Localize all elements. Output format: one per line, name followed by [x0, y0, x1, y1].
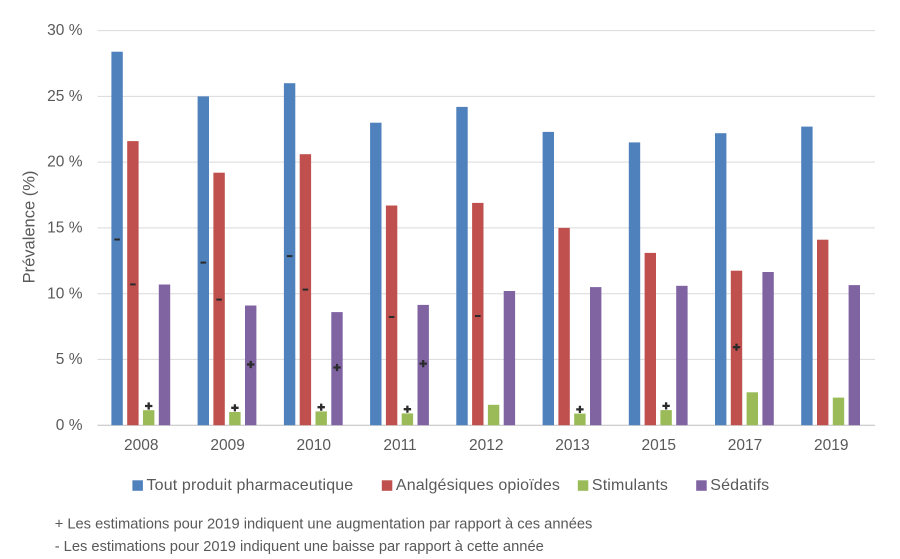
svg-text:2010: 2010: [297, 437, 332, 454]
svg-text:5 %: 5 %: [56, 351, 83, 368]
svg-text:Analgésiques opioïdes: Analgésiques opioïdes: [396, 477, 560, 494]
svg-text:2012: 2012: [469, 437, 503, 454]
svg-text:30 %: 30 %: [47, 22, 83, 39]
svg-text:2015: 2015: [641, 437, 675, 454]
svg-text:Stimulants: Stimulants: [592, 477, 668, 494]
svg-text:2017: 2017: [728, 437, 762, 454]
svg-text:Prévalence (%): Prévalence (%): [21, 171, 39, 284]
svg-text:20 %: 20 %: [47, 154, 83, 171]
svg-text:2013: 2013: [555, 437, 589, 454]
svg-text:Tout produit pharmaceutique: Tout produit pharmaceutique: [147, 477, 354, 494]
svg-text:+ Les estimations pour 2019 in: + Les estimations pour 2019 indiquent un…: [55, 517, 593, 533]
svg-text:2011: 2011: [383, 437, 416, 454]
svg-text:0 %: 0 %: [56, 417, 83, 434]
svg-text:2008: 2008: [124, 437, 158, 454]
svg-text:15 %: 15 %: [47, 220, 83, 237]
svg-text:10 %: 10 %: [47, 285, 83, 302]
svg-text:Sédatifs: Sédatifs: [710, 477, 769, 494]
svg-text:25 %: 25 %: [47, 88, 83, 105]
svg-text:- Les estimations pour 2019 in: - Les estimations pour 2019 indiquent un…: [55, 539, 544, 554]
svg-text:2009: 2009: [210, 437, 244, 454]
svg-text:2019: 2019: [814, 437, 848, 454]
